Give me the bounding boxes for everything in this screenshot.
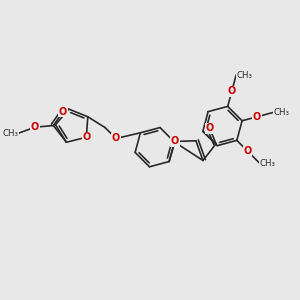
Text: CH₃: CH₃	[3, 129, 19, 138]
Text: O: O	[253, 112, 261, 122]
Text: O: O	[112, 134, 120, 143]
Text: O: O	[171, 136, 179, 146]
Text: O: O	[244, 146, 252, 156]
Text: O: O	[206, 123, 214, 133]
Text: O: O	[82, 132, 91, 142]
Text: CH₃: CH₃	[260, 159, 276, 168]
Text: O: O	[228, 86, 236, 96]
Text: CH₃: CH₃	[273, 108, 290, 117]
Text: O: O	[31, 122, 39, 132]
Text: CH₃: CH₃	[236, 70, 252, 80]
Text: O: O	[59, 107, 67, 117]
